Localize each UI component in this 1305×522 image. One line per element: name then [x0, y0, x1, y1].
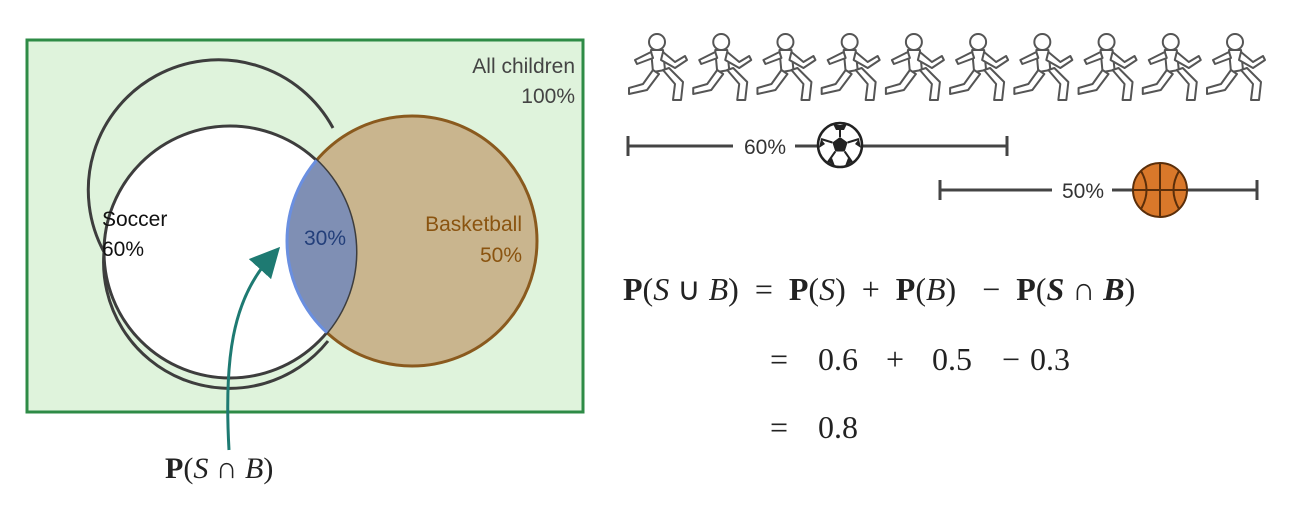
basketball-icon [1132, 162, 1188, 218]
basketball-value: 50% [480, 244, 522, 267]
running-child-icon [1077, 33, 1138, 101]
basketball-bar-label: 50% [1062, 180, 1104, 203]
running-child-icon [692, 33, 753, 101]
intersection-value: 30% [304, 227, 346, 250]
soccer-outline-top [86, 58, 335, 390]
union-formula: P(S ∪ B) = P(S) + P(B) − P(S ∩ B) = 0.6 … [623, 271, 1135, 445]
formula-line-1: P(S ∪ B) = P(S) + P(B) − P(S ∩ B) [623, 271, 1135, 307]
formula-line-2: = 0.6 + 0.5 − 0.3 [770, 341, 1070, 377]
running-child-icon [820, 33, 881, 101]
soccer-value: 60% [102, 238, 144, 261]
running-child-icon [1141, 33, 1202, 101]
soccer-bar-label: 60% [744, 136, 786, 159]
soccer-label: Soccer [102, 208, 167, 231]
basketball-label: Basketball [425, 213, 522, 236]
running-child-icon [1206, 33, 1266, 101]
soccer-ball-icon [816, 121, 864, 169]
universe-label: All children [472, 55, 575, 78]
running-child-icon [949, 33, 1010, 101]
formula-line-3: = 0.8 [770, 409, 858, 445]
basketball-bar: 50% [938, 162, 1259, 218]
running-child-icon [1013, 33, 1074, 101]
running-child-icon [884, 33, 945, 101]
runner-row [628, 33, 1266, 101]
universe-value: 100% [521, 85, 575, 108]
venn-diagram: All children 100% Soccer 60% Basketball … [25, 38, 585, 485]
running-child-icon [756, 33, 817, 101]
intersection-probability-label: P(S ∩ B) [165, 452, 273, 485]
soccer-bar: 60% [626, 121, 1009, 169]
running-child-icon [628, 33, 688, 101]
intersection-pointer-arrow [226, 246, 281, 451]
